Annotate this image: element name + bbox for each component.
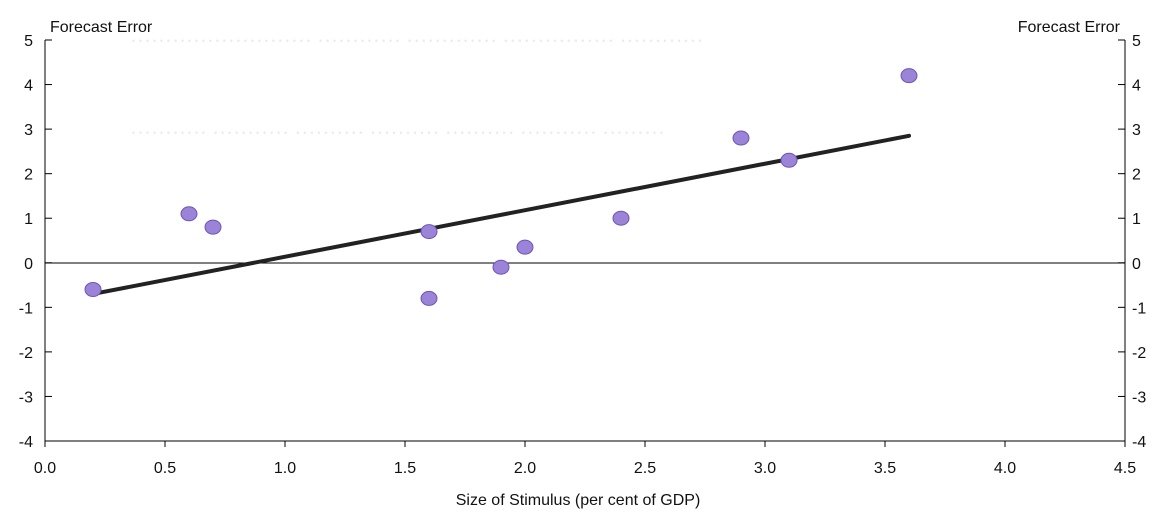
x-tick-label: 4.5 <box>1114 460 1136 477</box>
show-through-text: ··········· ··········· ·········· ·····… <box>130 121 666 145</box>
y-tick-label: 4 <box>24 78 33 95</box>
data-point <box>516 239 534 255</box>
x-tick-label: 4.0 <box>994 460 1016 477</box>
y-tick-label: 3 <box>24 122 33 139</box>
y-tick-label-right: 0 <box>1132 256 1141 273</box>
y-tick-label: -4 <box>19 434 33 451</box>
data-point <box>180 206 198 222</box>
x-tick-label: 0.5 <box>154 460 176 477</box>
y-tick-label: -1 <box>19 300 33 317</box>
x-axis-title: Size of Stimulus (per cent of GDP) <box>456 492 701 509</box>
y-tick-label-right: 3 <box>1132 122 1141 139</box>
x-tick-label: 2.5 <box>634 460 656 477</box>
data-point <box>612 210 630 226</box>
x-tick-label: 3.5 <box>874 460 896 477</box>
y-tick-label: 2 <box>24 167 33 184</box>
trendline <box>91 133 911 296</box>
y-tick-label-right: -3 <box>1132 389 1146 406</box>
y-tick-label-right: 5 <box>1132 33 1141 50</box>
show-through-text: ·························· ············ … <box>130 29 704 53</box>
y-axis-right-title: Forecast Error <box>1018 19 1121 36</box>
y-tick-label: 5 <box>24 33 33 50</box>
data-point <box>780 152 798 168</box>
data-point <box>900 68 918 84</box>
data-point <box>204 219 222 235</box>
y-axis-left-title: Forecast Error <box>50 19 153 36</box>
data-point <box>84 282 102 298</box>
x-tick-label: 2.0 <box>514 460 536 477</box>
y-tick-label-right: -4 <box>1132 434 1146 451</box>
data-point <box>420 224 438 240</box>
y-tick-label: -3 <box>19 389 33 406</box>
y-tick-label-right: 2 <box>1132 167 1141 184</box>
y-tick-label-right: -2 <box>1132 345 1146 362</box>
x-tick-label: 1.0 <box>274 460 296 477</box>
data-point <box>420 290 438 306</box>
y-tick-label-right: -1 <box>1132 300 1146 317</box>
x-tick-label: 0.0 <box>34 460 56 477</box>
data-points <box>84 68 918 306</box>
y-tick-label: -2 <box>19 345 33 362</box>
trendline-group <box>91 133 911 296</box>
data-point <box>492 259 510 275</box>
y-axis-right-ticks: 5 4 3 2 1 0 -1 -2 -3 -4 <box>1118 33 1146 451</box>
x-tick-label: 1.5 <box>394 460 416 477</box>
y-tick-label: 1 <box>24 211 33 228</box>
x-tick-label: 3.0 <box>754 460 776 477</box>
data-point <box>732 130 750 146</box>
y-axis-left-ticks: 5 4 3 2 1 0 -1 -2 -3 -4 <box>19 33 52 451</box>
y-tick-label-right: 1 <box>1132 211 1141 228</box>
y-tick-label: 0 <box>24 256 33 273</box>
y-tick-label-right: 4 <box>1132 78 1141 95</box>
x-axis-ticks: 0.0 0.5 1.0 1.5 2.0 2.5 3.0 3.5 4.0 4.5 <box>34 441 1136 477</box>
